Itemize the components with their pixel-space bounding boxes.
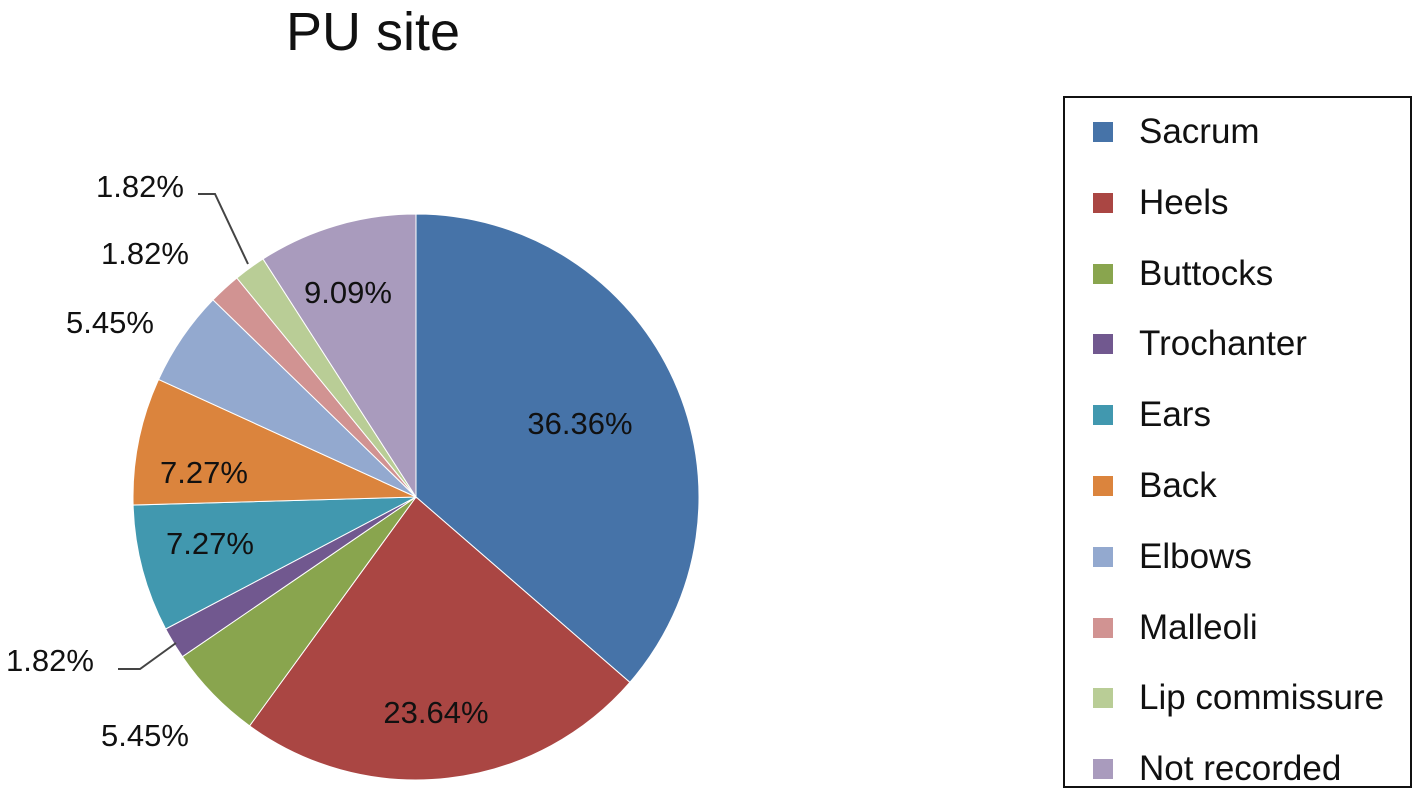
legend-swatch [1093,688,1113,709]
legend-label: Sacrum [1139,112,1260,151]
legend-item-ears: Ears [1093,395,1211,435]
legend-item-elbows: Elbows [1093,537,1252,577]
legend-swatch [1093,263,1113,284]
pie-slice-not-recorded [262,213,417,499]
leader-lines [118,193,249,670]
legend-label: Elbows [1139,536,1252,576]
legend-swatch [1093,476,1113,496]
legend-item-buttocks: Buttocks [1093,254,1273,294]
pie-slice-back [132,378,417,506]
legend-item-trochanter: Trochanter [1093,324,1307,364]
legend-swatch [1093,122,1113,142]
pie-slice-ears [132,496,417,630]
legend-swatch [1093,192,1113,213]
legend-label: Back [1139,466,1217,505]
legend-item-back: Back [1093,466,1217,506]
legend: Sacrum Heels Buttocks Trochanter Ears Back Elb… [1063,96,1412,788]
leader-line-trochanter [118,642,177,670]
pie-chart: 36.36% 23.64% 5.45% 1.82% 7.27% 7.27% 5.45% 1.8… [6,169,700,781]
legend-item-heels: Heels [1093,183,1228,223]
data-label-not-recorded: 9.09% [304,275,392,310]
legend-swatch [1093,546,1113,567]
legend-label: Buttocks [1139,253,1274,293]
legend-label: Malleoli [1139,607,1258,647]
leader-line-lip-commissure [198,193,249,265]
legend-item-sacrum: Sacrum [1093,112,1260,152]
data-labels: 36.36% 23.64% 5.45% 1.82% 7.27% 7.27% 5.45% 1.8… [6,169,633,753]
legend-swatch [1093,334,1113,355]
data-label-malleoli: 1.82% [101,236,189,271]
legend-item-not-recorded: Not recorded [1093,749,1341,789]
pie-slice-sacrum [415,213,700,684]
legend-swatch [1093,617,1113,638]
pie-slice-heels [248,496,631,781]
data-label-elbows: 5.45% [66,305,154,340]
legend-label: Trochanter [1139,324,1307,364]
data-label-ears: 7.27% [166,526,254,561]
legend-swatch [1093,405,1113,426]
data-label-sacrum: 36.36% [527,406,632,441]
legend-label: Heels [1139,182,1229,222]
data-label-back: 7.27% [160,455,248,490]
legend-item-lip-commissure: Lip commissure [1093,678,1384,718]
legend-label: Ears [1139,395,1211,435]
legend-label: Lip commissure [1139,678,1385,718]
data-label-heels: 23.64% [383,695,488,730]
legend-label: Not recorded [1139,749,1342,789]
legend-swatch [1093,759,1113,780]
data-label-lip-commissure: 1.82% [96,169,184,204]
data-label-trochanter: 1.82% [6,643,94,678]
data-label-buttocks: 5.45% [101,718,189,753]
chart-title: PU site [286,2,461,62]
pie-slices [132,213,700,781]
legend-item-malleoli: Malleoli [1093,608,1258,648]
